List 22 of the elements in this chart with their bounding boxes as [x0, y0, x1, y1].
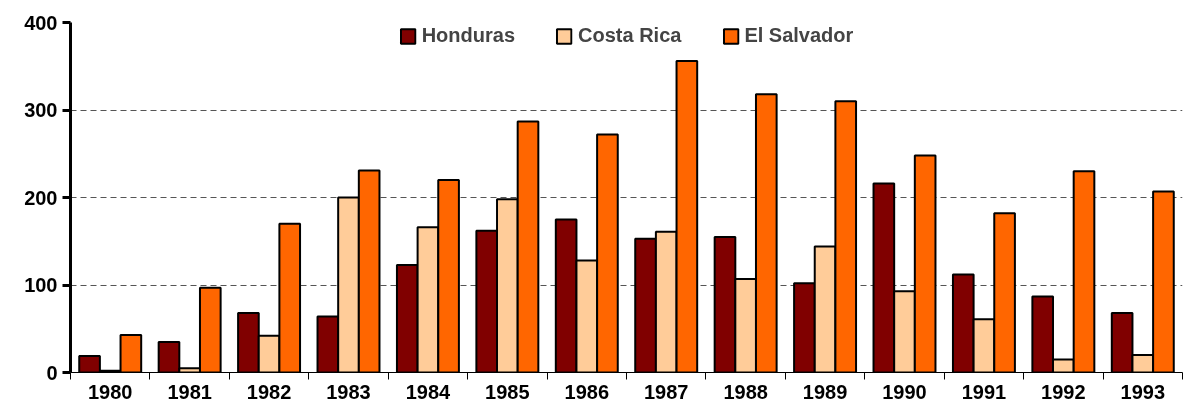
x-tick-label: 1985	[485, 380, 530, 403]
x-tick-label: 1982	[246, 380, 292, 403]
x-tick-label: 1992	[1041, 380, 1086, 403]
x-tick-label: 1989	[802, 380, 848, 403]
y-tick-label: 300	[24, 99, 58, 121]
x-tick-label: 1986	[564, 380, 610, 403]
y-tick-label: 100	[24, 274, 58, 296]
x-tick-label: 1990	[882, 380, 927, 403]
y-tick-label: 400	[24, 11, 58, 34]
legend-label: El Salvador	[744, 24, 854, 47]
legend-label: Honduras	[421, 24, 516, 47]
x-tick-label: 1988	[723, 380, 768, 403]
x-tick-label: 1987	[643, 380, 689, 403]
x-tick-label: 1991	[961, 380, 1007, 403]
x-tick-label: 1993	[1120, 380, 1166, 403]
y-tick-label: 0	[46, 361, 58, 384]
x-tick-label: 1984	[405, 380, 452, 403]
x-tick-label: 1981	[167, 380, 212, 403]
x-tick-label: 1980	[87, 380, 133, 403]
y-tick-label: 200	[24, 186, 58, 209]
legend-label: Costa Rica	[578, 24, 682, 47]
x-tick-label: 1983	[326, 380, 371, 403]
